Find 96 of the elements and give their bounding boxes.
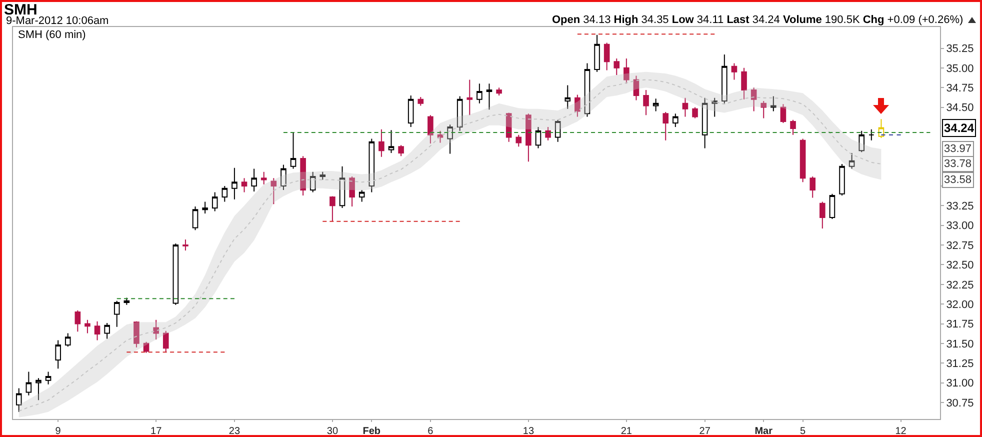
candlestick <box>868 128 874 141</box>
y-tick-label: 31.75 <box>946 318 974 331</box>
y-tick-label: 31.25 <box>946 358 974 370</box>
candlestick <box>64 332 71 348</box>
y-tick-label: 34.75 <box>946 82 974 94</box>
y-tick-label: 30.75 <box>946 397 974 410</box>
candlestick <box>820 201 826 230</box>
candlestick <box>330 196 336 222</box>
candlestick <box>388 130 394 154</box>
candlestick <box>652 98 659 112</box>
y-tick-label: 35.25 <box>946 43 974 56</box>
candlestick <box>368 138 375 193</box>
candlestick <box>486 83 492 110</box>
candlestick <box>535 126 542 149</box>
y-tick-label: 31.00 <box>946 378 974 390</box>
candlestick <box>74 310 81 332</box>
chart-subtitle: 9-Mar-2012 10:06am <box>6 15 109 27</box>
annotation: 33.58 <box>944 174 972 186</box>
candlestick <box>790 119 796 136</box>
candlestick <box>45 371 52 385</box>
candlestick <box>741 67 747 100</box>
candlestick <box>124 297 130 306</box>
candlestick <box>829 193 836 220</box>
y-tick-label: 32.50 <box>946 260 974 272</box>
candlestick <box>398 144 404 157</box>
candlestick <box>476 83 482 104</box>
candlestick <box>212 192 218 212</box>
candlestick <box>418 96 424 106</box>
candlestick <box>222 186 228 202</box>
candlestick <box>662 112 669 141</box>
candlestick <box>94 320 100 341</box>
y-tick-label: 32.75 <box>946 240 974 252</box>
candlestick <box>358 189 365 202</box>
x-tick-label: 9 <box>55 426 62 437</box>
candlestick <box>232 167 238 200</box>
candlestick <box>604 42 610 71</box>
candlestick <box>731 62 738 80</box>
candlestick <box>496 87 502 96</box>
candlestick <box>104 322 110 340</box>
candlestick <box>839 163 845 196</box>
candlestick <box>466 79 473 116</box>
candlestick <box>692 106 698 119</box>
candlestick <box>614 58 620 76</box>
y-tick-label: 34.50 <box>946 102 974 114</box>
candlestick <box>506 113 512 142</box>
x-tick-label: 12 <box>895 426 907 437</box>
candlestick <box>584 62 590 118</box>
candlestick <box>339 166 346 209</box>
candlestick <box>182 239 188 252</box>
x-tick-label: 23 <box>228 426 240 437</box>
candlestick <box>192 206 198 231</box>
candlestick <box>84 319 90 334</box>
y-tick-label: 32.00 <box>946 298 974 311</box>
x-tick-label: Feb <box>362 426 381 437</box>
x-tick-label: 30 <box>326 426 338 437</box>
candlestick <box>672 113 678 128</box>
x-tick-label: 6 <box>428 426 434 437</box>
text: Open 34.13 High 34.35 Low 34.11 Last 34.24 Volume 190.5K Chg +0.09 (+0.26%) <box>552 14 964 26</box>
y-tick-label: 35.00 <box>946 62 974 75</box>
candlestick <box>682 97 688 118</box>
candlestick <box>202 201 208 214</box>
candlestick <box>36 378 42 401</box>
candlestick <box>378 128 384 158</box>
candlestick <box>564 84 571 110</box>
x-tick-label: 21 <box>620 426 632 437</box>
candlestick <box>800 138 806 183</box>
x-tick-label: 27 <box>699 426 711 437</box>
annotation: 34.24 <box>944 121 974 135</box>
x-tick-label: 13 <box>522 426 534 437</box>
candlestick <box>594 34 600 72</box>
candlestick <box>320 171 326 180</box>
candlestick <box>408 94 414 128</box>
candlestick <box>810 176 816 198</box>
annotation: 33.78 <box>944 158 972 170</box>
candlestick <box>516 134 522 148</box>
candlestick <box>545 126 551 141</box>
y-tick-label: 33.25 <box>946 200 974 213</box>
annotation: SMH (60 min) <box>18 29 86 41</box>
candlestick <box>290 132 296 170</box>
candlestick <box>55 340 61 370</box>
x-tick-label: 17 <box>150 426 162 437</box>
candlestick <box>260 171 267 185</box>
y-tick-label: 33.00 <box>946 220 974 232</box>
candlestick <box>172 242 179 306</box>
annotation: 33.97 <box>944 143 972 155</box>
candlestick <box>251 168 257 192</box>
x-tick-label: 5 <box>800 426 806 437</box>
y-tick-label: 32.25 <box>946 279 974 292</box>
candlestick <box>26 371 32 396</box>
candlestick <box>643 89 649 116</box>
candlestick <box>16 388 22 412</box>
candlestick <box>300 156 306 196</box>
candlestick <box>241 178 248 193</box>
y-tick-label: 31.50 <box>946 338 974 350</box>
candlestick <box>114 300 120 328</box>
x-tick-label: Mar <box>754 426 773 437</box>
